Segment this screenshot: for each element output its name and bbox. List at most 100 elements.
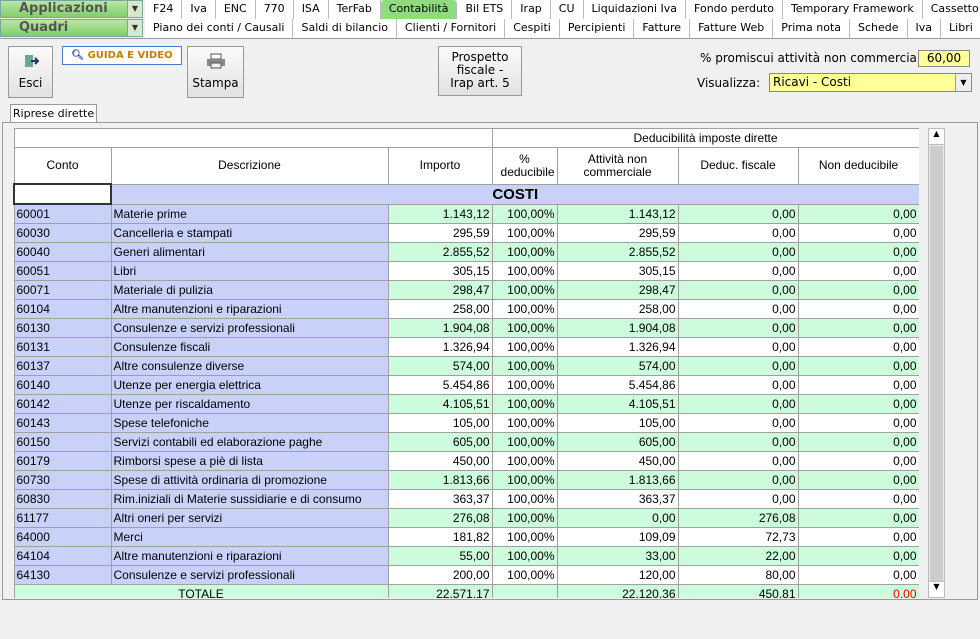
tab[interactable]: TerFab — [329, 0, 381, 19]
tab[interactable]: Fondo perduto — [686, 0, 783, 19]
tab[interactable]: Cassetto fiscale — [923, 0, 980, 19]
data-row[interactable]: 64000Merci181,82100,00%109,0972,730,00 — [14, 528, 919, 547]
view-select[interactable]: Ricavi - Costi▼ — [769, 73, 972, 92]
guide-button[interactable]: 🔍︎ GUIDA E VIDEO — [62, 46, 182, 65]
cell: 60030 — [14, 224, 111, 243]
cell: 100,00% — [492, 547, 557, 566]
cell: 2.855,52 — [557, 243, 678, 262]
data-row[interactable]: 60730Spese di attività ordinaria di prom… — [14, 471, 919, 490]
cell: 100,00% — [492, 471, 557, 490]
tab[interactable]: Prima nota — [773, 19, 850, 38]
cell: 0,00 — [678, 414, 798, 433]
menu-quadri[interactable]: Quadri▼ — [0, 19, 143, 37]
data-row[interactable]: 64104Altre manutenzioni e riparazioni55,… — [14, 547, 919, 566]
cell: 0,00 — [798, 395, 919, 414]
tab[interactable]: Temporary Framework — [783, 0, 923, 19]
cell: 0,00 — [798, 262, 919, 281]
tab[interactable]: Fatture — [634, 19, 690, 38]
tab[interactable]: ISA — [294, 0, 329, 19]
cell: 0,00 — [798, 547, 919, 566]
tab-riprese[interactable]: Riprese dirette — [10, 104, 97, 123]
data-row[interactable]: 60071Materiale di pulizia298,47100,00%29… — [14, 281, 919, 300]
cell: 33,00 — [557, 547, 678, 566]
data-row[interactable]: 60137Altre consulenze diverse574,00100,0… — [14, 357, 919, 376]
data-row[interactable]: 60150Servizi contabili ed elaborazione p… — [14, 433, 919, 452]
data-row[interactable]: 60040Generi alimentari2.855,52100,00%2.8… — [14, 243, 919, 262]
cell: 276,08 — [388, 509, 492, 528]
tab[interactable]: Cespiti — [505, 19, 560, 38]
tab[interactable]: Clienti / Fornitori — [397, 19, 505, 38]
data-row[interactable]: 60140Utenze per energia elettrica5.454,8… — [14, 376, 919, 395]
cell: 0,00 — [798, 281, 919, 300]
data-row[interactable]: 64130Consulenze e servizi professionali2… — [14, 566, 919, 585]
cell: Rimborsi spese a piè di lista — [111, 452, 388, 471]
scrollbar[interactable]: ▲ ▼ — [928, 128, 945, 598]
tab[interactable]: Contabilità — [381, 0, 458, 19]
data-row[interactable]: 60130Consulenze e servizi professionali1… — [14, 319, 919, 338]
tab[interactable]: CU — [551, 0, 584, 19]
cell — [14, 184, 111, 204]
cell: 100,00% — [492, 262, 557, 281]
cell: 55,00 — [388, 547, 492, 566]
cell: 120,00 — [557, 566, 678, 585]
cell: 100,00% — [492, 281, 557, 300]
data-row[interactable]: 60001Materie prime1.143,12100,00%1.143,1… — [14, 204, 919, 224]
cell: 0,00 — [678, 357, 798, 376]
cell: Servizi contabili ed elaborazione paghe — [111, 433, 388, 452]
cell: 305,15 — [557, 262, 678, 281]
cell: 100,00% — [492, 224, 557, 243]
cell: 0,00 — [798, 452, 919, 471]
data-row[interactable]: 60143Spese telefoniche105,00100,00%105,0… — [14, 414, 919, 433]
tab[interactable]: Irap — [512, 0, 551, 19]
cell: 0,00 — [678, 281, 798, 300]
tab[interactable]: 770 — [256, 0, 294, 19]
exit-button[interactable]: Esci — [8, 46, 53, 98]
tab[interactable]: Piano dei conti / Causali — [145, 19, 293, 38]
grid: Deducibilità imposte diretteContoDescriz… — [13, 128, 919, 598]
tab[interactable]: Liquidazioni Iva — [584, 0, 687, 19]
cell: 305,15 — [388, 262, 492, 281]
data-row[interactable]: 60131Consulenze fiscali1.326,94100,00%1.… — [14, 338, 919, 357]
tab[interactable]: Schede — [850, 19, 908, 38]
cell: 258,00 — [557, 300, 678, 319]
print-button[interactable]: Stampa — [187, 46, 244, 98]
cell: 60140 — [14, 376, 111, 395]
cell: Materiale di pulizia — [111, 281, 388, 300]
cell: 0,00 — [678, 243, 798, 262]
tab[interactable]: Iva — [182, 0, 216, 19]
data-row[interactable]: 60142Utenze per riscaldamento4.105,51100… — [14, 395, 919, 414]
tab[interactable]: Fatture Web — [690, 19, 773, 38]
cell: 60142 — [14, 395, 111, 414]
cell: 0,00 — [798, 433, 919, 452]
data-row[interactable]: 60051Libri305,15100,00%305,150,000,00 — [14, 262, 919, 281]
mixed-input[interactable]: 60,00 — [918, 50, 970, 67]
menu-label: Quadri — [19, 20, 68, 35]
cell: Spese di attività ordinaria di promozion… — [111, 471, 388, 490]
cell: Merci — [111, 528, 388, 547]
data-row[interactable]: 60830Rim.iniziali di Materie sussidiarie… — [14, 490, 919, 509]
data-row[interactable]: 60104Altre manutenzioni e riparazioni258… — [14, 300, 919, 319]
cell: 450,00 — [557, 452, 678, 471]
cell: 60051 — [14, 262, 111, 281]
menu-applicazioni[interactable]: Applicazioni▼ — [0, 0, 143, 18]
cell: 100,00% — [492, 319, 557, 338]
tab[interactable]: Percipienti — [560, 19, 635, 38]
data-row[interactable]: 60179Rimborsi spese a piè di lista450,00… — [14, 452, 919, 471]
report-button[interactable]: Prospetto fiscale - Irap art. 5 — [438, 46, 522, 96]
tab[interactable]: Libri — [941, 19, 980, 38]
tab[interactable]: ENC — [216, 0, 256, 19]
tab[interactable]: Iva — [908, 19, 942, 38]
cell: 1.143,12 — [557, 204, 678, 224]
tab[interactable]: F24 — [145, 0, 182, 19]
total-cell: 22.571,17 — [388, 585, 492, 599]
cell: 100,00% — [492, 357, 557, 376]
button-label: GUIDA E VIDEO — [88, 50, 173, 61]
tab[interactable]: Saldi di bilancio — [293, 19, 397, 38]
cell: 109,09 — [557, 528, 678, 547]
tab[interactable]: Bil ETS — [457, 0, 512, 19]
cell: 0,00 — [798, 319, 919, 338]
cell: 605,00 — [557, 433, 678, 452]
column-header: Attività non commerciale — [557, 148, 678, 185]
data-row[interactable]: 60030Cancelleria e stampati295,59100,00%… — [14, 224, 919, 243]
data-row[interactable]: 61177Altri oneri per servizi276,08100,00… — [14, 509, 919, 528]
